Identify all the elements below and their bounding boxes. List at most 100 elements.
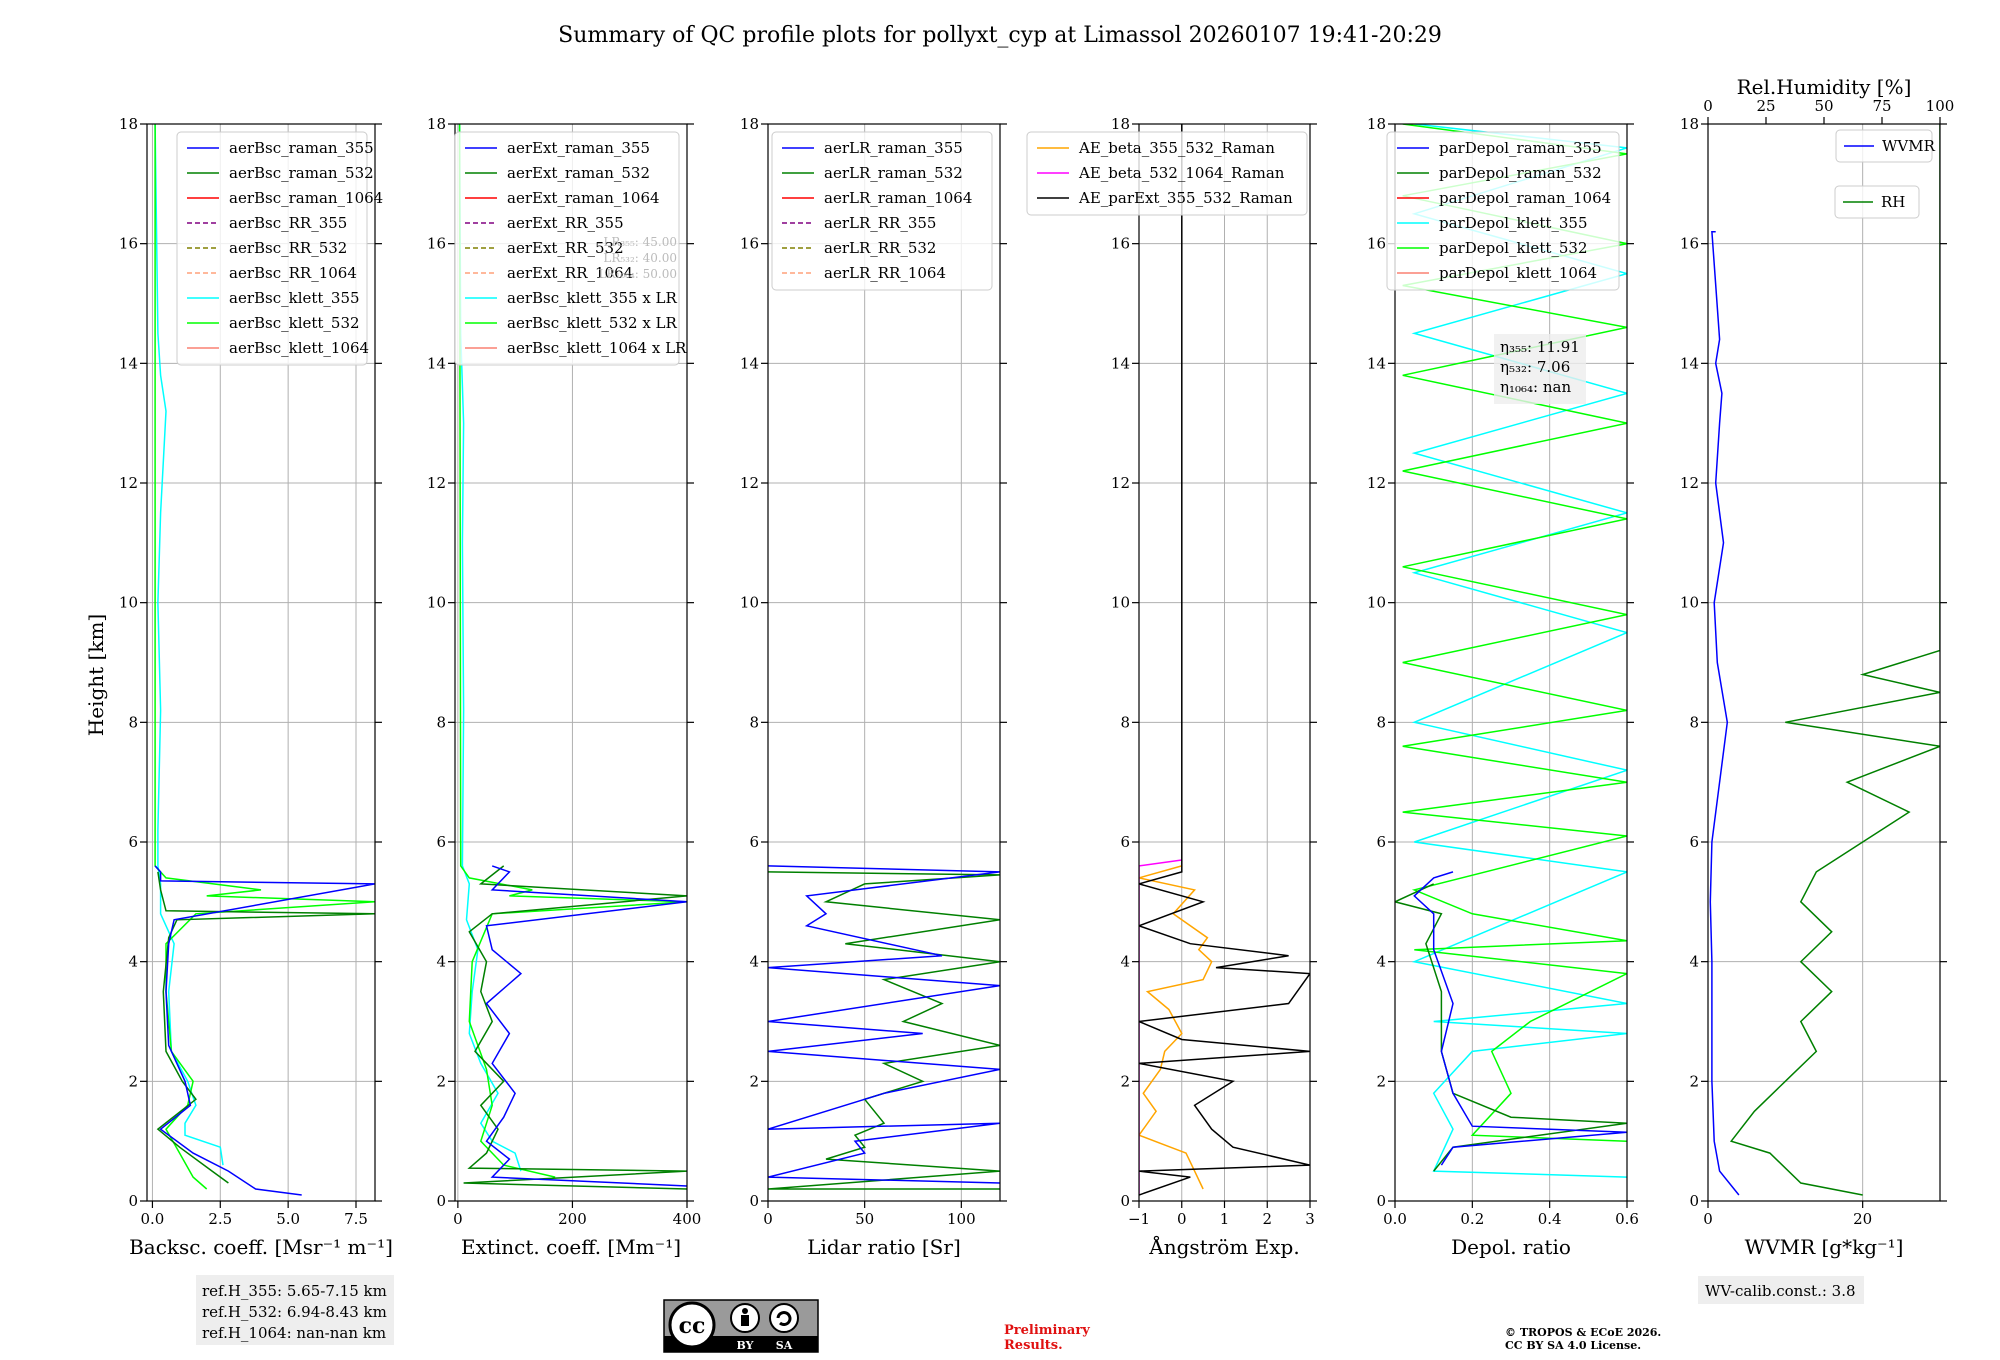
y-tick-label: 6	[1120, 833, 1130, 851]
legend-entry-label: WVMR	[1882, 137, 1936, 155]
x-tick-label: 2.5	[208, 1210, 232, 1228]
axes-frame	[1707, 123, 1941, 1202]
legend-entry-label: aerBsc_klett_355	[229, 289, 360, 307]
x-tick-label: −1	[1128, 1210, 1150, 1228]
y-tick-label: 2	[1120, 1072, 1130, 1090]
y-tick-label: 18	[1367, 115, 1386, 133]
x-tick-label: 0.6	[1615, 1210, 1639, 1228]
legend: AE_beta_355_532_Raman AE_beta_532_1064_Ra…	[1026, 131, 1308, 216]
x-axis-label: Ångström Exp.	[1148, 1234, 1299, 1259]
axes-frame	[454, 123, 688, 1202]
eta-value: η₁₀₆₄: nan	[1500, 378, 1571, 396]
y-tick-label: 2	[749, 1072, 759, 1090]
wv-calibration-constant: WV-calib.const.: 3.8	[1705, 1282, 1856, 1300]
x-tick-label: 0	[1177, 1210, 1187, 1228]
legend-entry-label: aerExt_raman_355	[507, 139, 650, 157]
top-x-tick-label: 25	[1756, 97, 1775, 115]
y-tick-label: 2	[1376, 1072, 1386, 1090]
y-tick-label: 12	[1680, 474, 1699, 492]
y-tick-label: 4	[128, 953, 138, 971]
legend-entry-label: AE_beta_355_532_Raman	[1078, 139, 1275, 157]
y-tick-label: 10	[1680, 594, 1699, 612]
y-tick-label: 0	[436, 1192, 446, 1210]
legend-RH: RH	[1834, 185, 1920, 219]
wv-calibration-box: WV-calib.const.: 3.8	[1698, 1276, 1864, 1304]
y-tick-label: 0	[1689, 1192, 1699, 1210]
copyright-line1: © TROPOS & ECoE 2026.	[1505, 1326, 1661, 1339]
x-axis-label: WVMR [g*kg⁻¹]	[1745, 1235, 1904, 1259]
top-x-tick-label: 0	[1703, 97, 1713, 115]
y-tick-label: 4	[1120, 953, 1130, 971]
y-axis-label: Height [km]	[84, 614, 108, 736]
legend-entry-label: parDepol_klett_532	[1439, 239, 1588, 257]
legend-entry-label: aerBsc_RR_532	[229, 239, 347, 257]
series-parDepol_klett_355	[1411, 124, 1627, 1178]
legend-entry-label: aerExt_raman_1064	[507, 189, 660, 207]
y-tick-label: 6	[1376, 833, 1386, 851]
legend-entry-label: parDepol_klett_1064	[1439, 264, 1597, 282]
legend-entry-label: aerExt_RR_532	[507, 239, 624, 257]
cc-label: cc	[679, 1313, 706, 1339]
x-tick-label: 0.0	[140, 1210, 164, 1228]
legend-entry-label: RH	[1881, 193, 1905, 211]
y-tick-label: 10	[119, 594, 138, 612]
x-tick-label: 1	[1220, 1210, 1230, 1228]
legend-entry-label: aerExt_RR_355	[507, 214, 624, 232]
legend: aerExt_raman_355 aerExt_raman_532 aerExt_r…	[454, 131, 687, 366]
legend-entry-label: aerLR_raman_532	[824, 164, 963, 182]
y-tick-label: 18	[740, 115, 759, 133]
legend-entry-label: aerBsc_raman_355	[229, 139, 374, 157]
series-aerBsc_raman_355	[154, 865, 375, 1196]
sa-icon	[769, 1303, 799, 1333]
y-tick-label: 12	[1111, 474, 1130, 492]
legend-entry-label: aerBsc_klett_1064	[229, 339, 369, 357]
x-tick-label: 0.0	[1383, 1210, 1407, 1228]
panel-backscatter: 0 2 4 6 8 10 12 14 16 18 0.0 2.5 5.0 7.5 Backsc. coeff…	[119, 115, 393, 1259]
top-x-tick-label: 100	[1926, 97, 1955, 115]
legend: aerLR_raman_355 aerLR_raman_532 aerLR_rama…	[771, 131, 993, 291]
x-axis-label: Lidar ratio [Sr]	[807, 1235, 961, 1259]
y-tick-label: 6	[128, 833, 138, 851]
legend-entry-label: aerLR_RR_1064	[824, 264, 946, 282]
x-axis-label: Backsc. coeff. [Msr⁻¹ m⁻¹]	[129, 1235, 393, 1259]
cc-by-sa-logo: cc BY SA	[663, 1299, 819, 1353]
y-tick-label: 4	[749, 953, 759, 971]
eta-annotation: η₃₅₅: 11.91 η₅₃₂: 7.06 η₁₀₆₄: nan	[1494, 334, 1586, 404]
y-tick-label: 18	[427, 115, 446, 133]
y-tick-label: 10	[427, 594, 446, 612]
y-tick-label: 18	[1680, 115, 1699, 133]
panel-depolarization: 0 2 4 6 8 10 12 14 16 18 0.0 0.2 0.4 0.6 Depol. ratio p…	[1367, 115, 1639, 1259]
legend-entry-label: aerLR_RR_532	[824, 239, 936, 257]
series-aerExt_raman_532	[463, 865, 687, 1190]
y-tick-label: 16	[1680, 235, 1699, 253]
legend-entry-label: aerExt_raman_532	[507, 164, 650, 182]
y-tick-label: 12	[427, 474, 446, 492]
figure-title: Summary of QC profile plots for pollyxt_…	[558, 23, 1442, 48]
y-tick-label: 8	[1376, 713, 1386, 731]
y-tick-label: 18	[119, 115, 138, 133]
legend-entry-label: parDepol_raman_532	[1439, 164, 1602, 182]
series-aerLR_raman_532	[768, 871, 1000, 1190]
legend-entry-label: aerBsc_klett_1064 x LR	[507, 339, 687, 357]
y-tick-label: 14	[1111, 354, 1130, 372]
y-tick-label: 8	[128, 713, 138, 731]
x-tick-label: 200	[558, 1210, 587, 1228]
y-tick-label: 16	[1111, 235, 1130, 253]
ref-height-1064: ref.H_1064: nan-nan km	[202, 1324, 386, 1342]
series-aerBsc_klett_355	[154, 124, 224, 1166]
axes-frame	[1394, 123, 1628, 1202]
x-tick-label: 3	[1305, 1210, 1315, 1228]
top-x-tick-label: 50	[1814, 97, 1833, 115]
top-axis-label: Rel.Humidity [%]	[1737, 75, 1912, 99]
y-tick-label: 14	[427, 354, 446, 372]
y-tick-label: 10	[1367, 594, 1386, 612]
y-tick-label: 0	[749, 1192, 759, 1210]
copyright-line2: CC BY SA 4.0 License.	[1505, 1339, 1641, 1352]
x-tick-label: 0.2	[1460, 1210, 1484, 1228]
legend-entry-label: parDepol_klett_355	[1439, 214, 1588, 232]
series-RH	[1729, 124, 1940, 1196]
series-aerBsc_klett_532 x LR	[458, 124, 687, 1178]
y-tick-label: 4	[436, 953, 446, 971]
x-tick-label: 7.5	[344, 1210, 368, 1228]
series-parDepol_klett_532	[1402, 124, 1627, 1142]
